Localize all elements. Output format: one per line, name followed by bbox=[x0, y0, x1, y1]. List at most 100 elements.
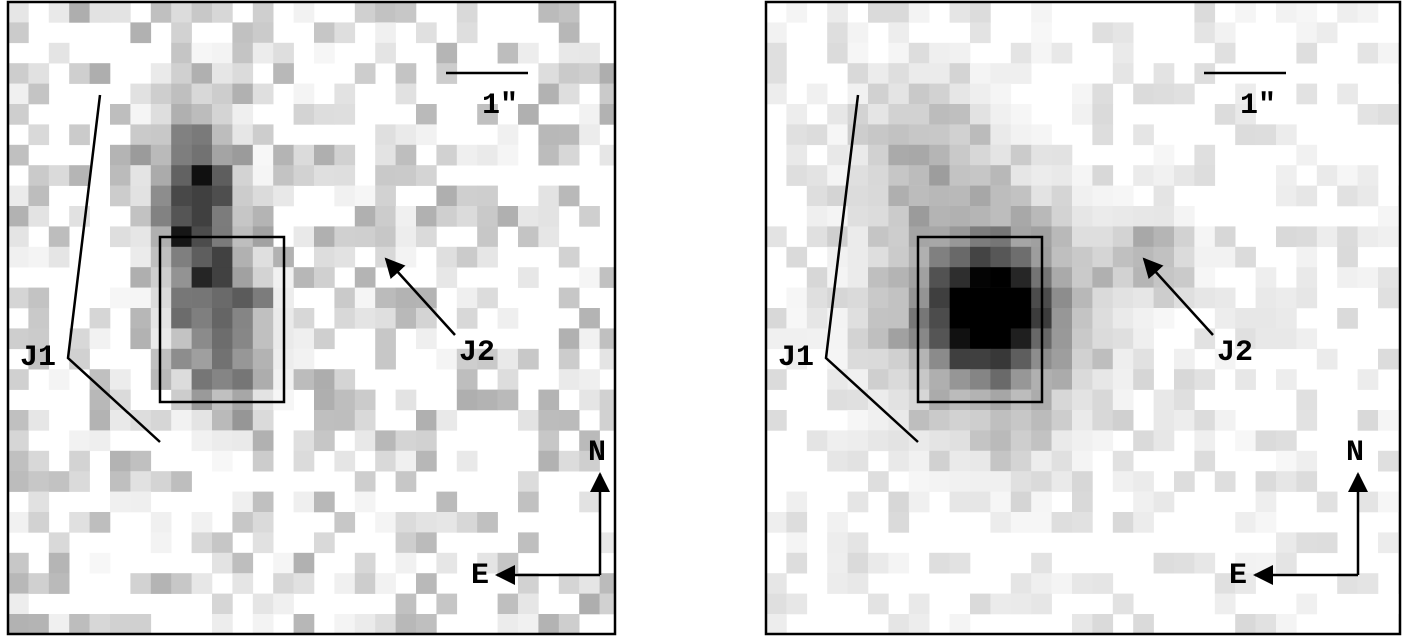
pixel bbox=[599, 83, 615, 105]
pixel bbox=[212, 369, 233, 390]
pixel bbox=[868, 308, 889, 329]
pixel bbox=[314, 491, 335, 513]
pixel bbox=[1010, 287, 1032, 309]
pixel bbox=[1092, 573, 1114, 594]
pixel bbox=[1031, 491, 1052, 513]
pixel bbox=[456, 22, 478, 44]
pixel bbox=[252, 308, 274, 329]
pixel bbox=[1112, 369, 1134, 390]
pixel bbox=[375, 430, 396, 452]
pixel bbox=[1255, 430, 1277, 452]
pixel bbox=[949, 348, 971, 370]
pixel bbox=[558, 83, 580, 105]
pixel bbox=[130, 226, 152, 248]
pixel bbox=[171, 42, 192, 64]
pixel bbox=[130, 165, 152, 186]
pixel bbox=[1133, 165, 1154, 186]
pixel bbox=[847, 165, 869, 186]
pixel bbox=[69, 63, 90, 84]
pixel bbox=[1092, 165, 1114, 186]
pixel bbox=[970, 206, 991, 227]
pixel bbox=[314, 104, 335, 125]
pixel bbox=[130, 267, 152, 288]
pixel bbox=[395, 63, 417, 84]
pixel bbox=[334, 450, 356, 472]
pixel bbox=[477, 226, 498, 248]
pixel bbox=[273, 573, 294, 594]
pixel bbox=[868, 124, 889, 146]
pixel bbox=[354, 226, 376, 248]
pixel bbox=[48, 2, 70, 23]
pixel bbox=[558, 450, 580, 472]
pixel bbox=[1112, 389, 1134, 411]
pixel bbox=[1112, 267, 1134, 288]
pixel bbox=[436, 348, 458, 370]
pixel bbox=[1010, 471, 1032, 492]
pixel bbox=[212, 83, 233, 105]
pixel bbox=[847, 389, 869, 411]
pixel bbox=[1378, 410, 1399, 431]
pixel bbox=[1072, 308, 1093, 329]
pixel bbox=[990, 246, 1012, 268]
pixel bbox=[827, 165, 848, 186]
pixel bbox=[395, 532, 417, 554]
east-label: E bbox=[471, 559, 489, 593]
pixel bbox=[1051, 165, 1073, 186]
pixel bbox=[232, 206, 254, 227]
pixel bbox=[232, 308, 254, 329]
pixel bbox=[558, 144, 580, 166]
pixel bbox=[48, 552, 70, 574]
pixel bbox=[89, 308, 111, 329]
pixel bbox=[252, 614, 274, 634]
pixel bbox=[1255, 471, 1277, 492]
pixel bbox=[1296, 593, 1318, 615]
pixel bbox=[130, 471, 152, 492]
pixel bbox=[477, 287, 498, 309]
pixel bbox=[1255, 328, 1277, 350]
pixel bbox=[375, 287, 396, 309]
pixel bbox=[1378, 287, 1399, 309]
pixel bbox=[1153, 165, 1175, 186]
pixel bbox=[293, 573, 315, 594]
pixel bbox=[990, 471, 1012, 492]
pixel bbox=[1112, 328, 1134, 350]
pixel bbox=[558, 124, 580, 146]
pixel bbox=[171, 104, 192, 125]
pixel bbox=[1276, 430, 1297, 452]
pixel bbox=[1072, 614, 1093, 634]
pixel bbox=[171, 185, 192, 207]
panel-frame bbox=[764, 0, 1402, 636]
pixel bbox=[1031, 573, 1052, 594]
pixel bbox=[786, 165, 808, 186]
pixel bbox=[69, 165, 90, 186]
pixel bbox=[1092, 104, 1114, 125]
pixel bbox=[1010, 63, 1032, 84]
pixel bbox=[970, 389, 991, 411]
pixel bbox=[48, 42, 70, 64]
pixel bbox=[1031, 593, 1052, 615]
pixel bbox=[827, 2, 848, 23]
pixel bbox=[334, 512, 356, 533]
pixel bbox=[416, 287, 437, 309]
pixel bbox=[1133, 512, 1154, 533]
pixel bbox=[786, 491, 808, 513]
pixel bbox=[990, 83, 1012, 105]
pixel bbox=[252, 267, 274, 288]
pixel bbox=[212, 593, 233, 615]
pixel bbox=[990, 450, 1012, 472]
pixel bbox=[69, 348, 90, 370]
pixel bbox=[929, 83, 950, 105]
pixel bbox=[970, 593, 991, 615]
pixel bbox=[375, 2, 396, 23]
pixel bbox=[48, 369, 70, 390]
pixel bbox=[252, 83, 274, 105]
pixel bbox=[538, 206, 560, 227]
pixel bbox=[416, 410, 437, 431]
pixel bbox=[8, 2, 29, 23]
pixel bbox=[212, 63, 233, 84]
pixel bbox=[518, 573, 539, 594]
pixel bbox=[949, 267, 971, 288]
pixel bbox=[28, 573, 50, 594]
pixel bbox=[1051, 287, 1073, 309]
pixel bbox=[110, 104, 131, 125]
